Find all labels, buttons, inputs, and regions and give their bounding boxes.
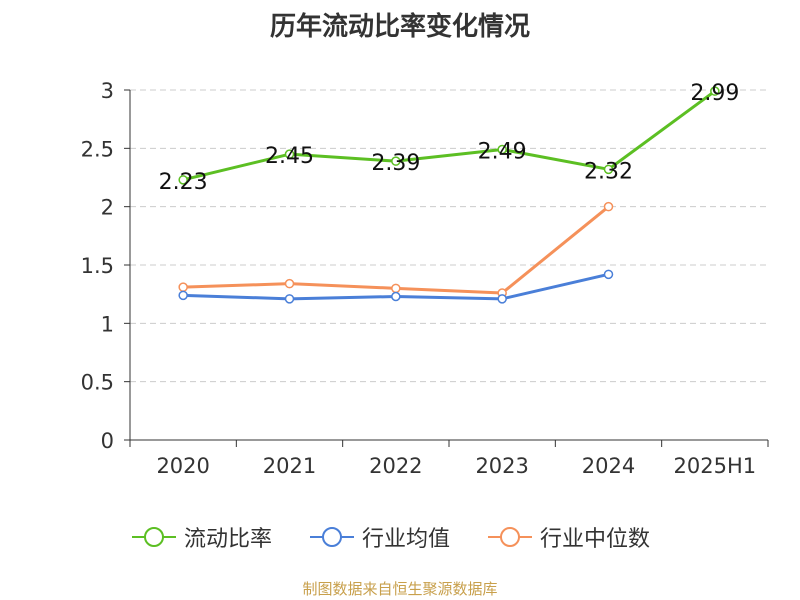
legend-item-industry-mean[interactable]: 行业均值 bbox=[310, 520, 450, 554]
data-label: 2.23 bbox=[159, 170, 208, 195]
data-point bbox=[284, 149, 295, 159]
y-tick-label: 0.5 bbox=[81, 371, 114, 395]
chart-title: 历年流动比率变化情况 bbox=[269, 12, 530, 42]
y-tick-label: 2.5 bbox=[81, 137, 114, 161]
y-tick-label: 1 bbox=[101, 312, 114, 336]
series-lines bbox=[178, 86, 720, 304]
legend-label: 流动比率 bbox=[184, 527, 273, 552]
data-labels: 2.23 2.45 2.39 2.49 2.32 2.99 bbox=[159, 81, 740, 195]
y-tick-label: 0 bbox=[101, 429, 114, 453]
data-label: 2.45 bbox=[265, 144, 314, 169]
data-point bbox=[391, 291, 401, 302]
data-point bbox=[284, 278, 295, 289]
data-point bbox=[391, 283, 401, 294]
data-label: 2.39 bbox=[371, 151, 420, 176]
legend-item-industry-median[interactable]: 行业中位数 bbox=[488, 520, 650, 554]
data-label: 2.99 bbox=[690, 81, 739, 106]
data-point bbox=[603, 201, 614, 212]
data-point bbox=[497, 294, 507, 304]
data-point bbox=[284, 294, 295, 304]
x-tick-label: 2022 bbox=[369, 454, 422, 478]
data-label: 2.32 bbox=[584, 159, 633, 184]
series-line bbox=[183, 205, 610, 295]
y-tick-label: 2 bbox=[101, 196, 114, 220]
legend-item-current-ratio[interactable]: 流动比率 bbox=[132, 520, 272, 554]
grid-lines bbox=[130, 89, 768, 383]
axes: 0 0.5 1 1.5 2 2.5 3 2020 2021 2022 2023 2024 2025H1 bbox=[81, 79, 769, 478]
y-tick-label: 1.5 bbox=[81, 254, 114, 278]
data-point bbox=[178, 290, 188, 301]
legend-marker-icon bbox=[488, 527, 532, 547]
data-point bbox=[497, 144, 507, 155]
source-note: 制图数据来自恒生聚源数据库 bbox=[302, 580, 498, 598]
data-point bbox=[710, 86, 720, 96]
x-tick-label: 2025H1 bbox=[674, 454, 757, 478]
x-tick-label: 2020 bbox=[156, 454, 209, 478]
legend: 流动比率 行业均值 行业中位数 bbox=[0, 520, 800, 554]
series-line bbox=[182, 89, 716, 182]
legend-marker-icon bbox=[132, 527, 176, 547]
data-label: 2.49 bbox=[478, 140, 527, 165]
data-point bbox=[603, 269, 614, 280]
data-point bbox=[178, 175, 188, 185]
legend-label: 行业均值 bbox=[362, 527, 451, 552]
data-point bbox=[603, 164, 614, 175]
legend-marker-icon bbox=[310, 527, 354, 547]
data-point bbox=[178, 282, 188, 292]
y-tick-label: 3 bbox=[101, 79, 114, 103]
x-tick-label: 2021 bbox=[263, 454, 316, 478]
legend-label: 行业中位数 bbox=[540, 527, 651, 552]
x-tick-label: 2023 bbox=[475, 454, 528, 478]
x-tick-label: 2024 bbox=[582, 454, 635, 478]
data-point bbox=[391, 156, 401, 166]
